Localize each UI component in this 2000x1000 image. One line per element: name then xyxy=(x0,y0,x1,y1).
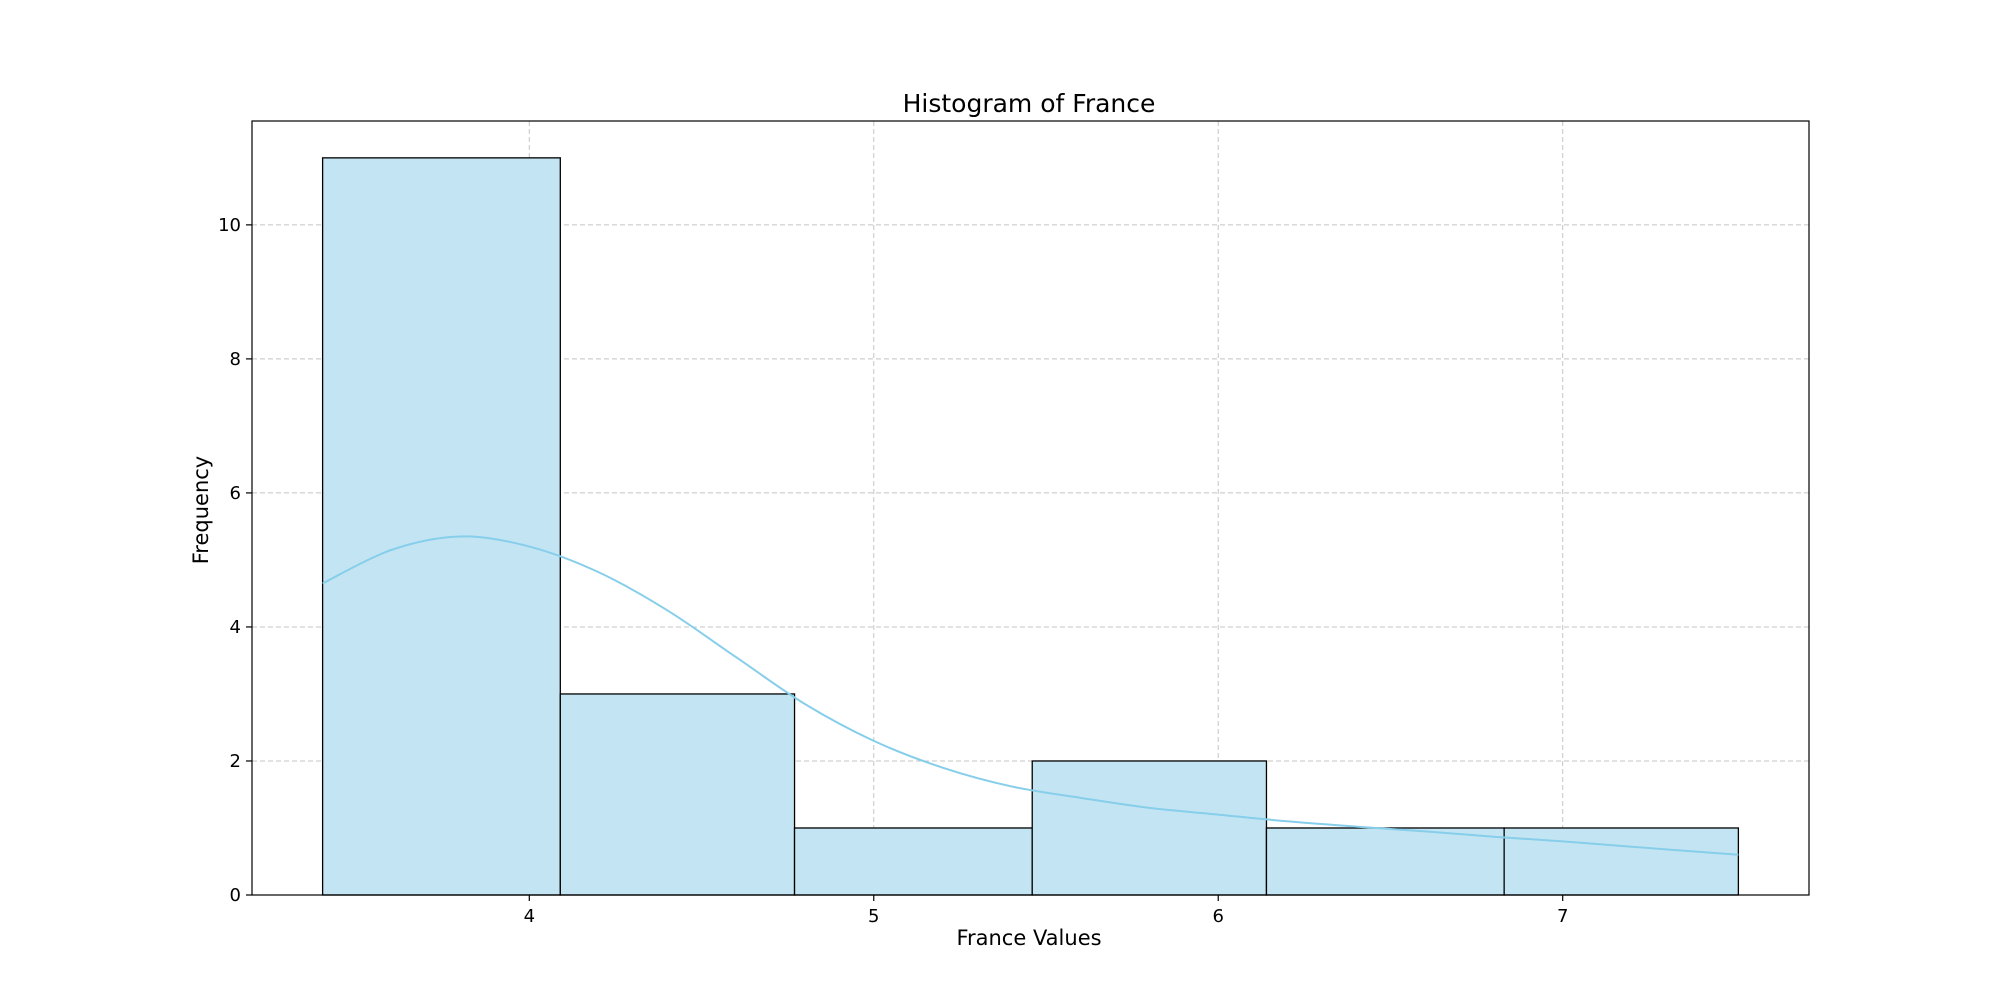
x-tick-label: 5 xyxy=(868,906,879,927)
y-tick-label: 0 xyxy=(230,885,241,906)
histogram-bar xyxy=(1265,827,1505,896)
histogram-bar xyxy=(559,693,796,896)
histogram-bar xyxy=(1031,760,1268,896)
x-axis-label: France Values xyxy=(956,926,1101,950)
ticks-layer: 4 5 6 7 0 2 4 6 8 10 xyxy=(218,215,1568,927)
kde-curve xyxy=(322,535,1739,856)
plot-frame xyxy=(251,120,1810,896)
kde-layer xyxy=(322,535,1739,856)
histogram-bar xyxy=(793,827,1033,896)
y-tick-label: 10 xyxy=(218,215,241,236)
chart-title: Histogram of France xyxy=(903,89,1156,118)
x-tick-label: 4 xyxy=(524,906,535,927)
histogram-bar xyxy=(321,157,561,896)
y-tick-label: 2 xyxy=(230,751,241,772)
y-axis-label: Frequency xyxy=(189,456,213,565)
x-tick-label: 6 xyxy=(1213,906,1224,927)
bars-layer xyxy=(321,157,1740,896)
histogram-bar xyxy=(1503,827,1740,896)
x-tick-label: 7 xyxy=(1557,906,1568,927)
y-tick-label: 4 xyxy=(230,617,241,638)
y-tick-label: 6 xyxy=(230,483,241,504)
y-tick-label: 8 xyxy=(230,349,241,370)
